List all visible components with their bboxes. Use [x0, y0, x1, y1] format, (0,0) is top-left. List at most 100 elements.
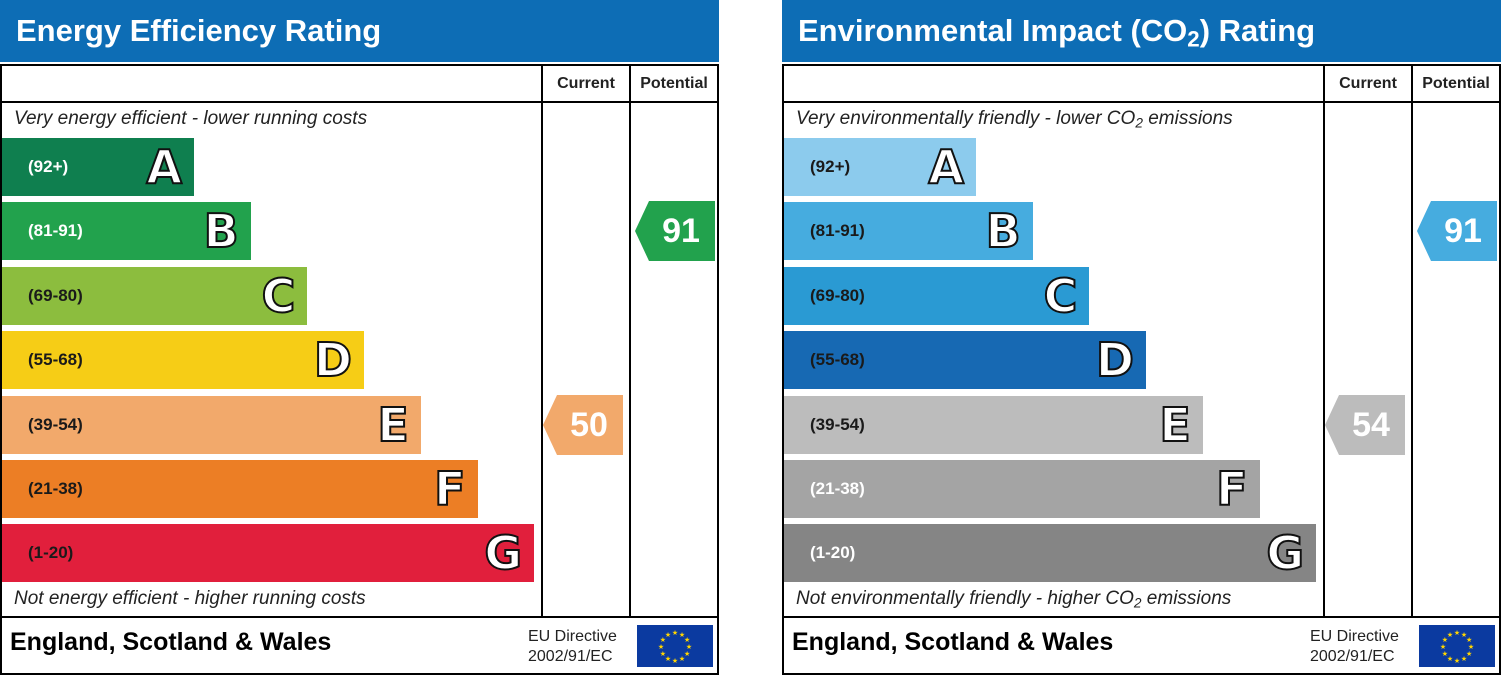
top-caption: Very environmentally friendly - lower CO…	[796, 108, 1233, 131]
region-label: England, Scotland & Wales	[10, 628, 332, 656]
eu-star: ★	[672, 629, 678, 637]
directive-line-1: EU Directive	[528, 628, 617, 645]
eu-star: ★	[684, 636, 690, 644]
band-letter: A	[927, 139, 965, 195]
current-arrow-shape	[543, 394, 623, 455]
eu-star: ★	[1442, 636, 1448, 644]
band-range-label: (55-68)	[28, 350, 83, 370]
band-letter: G	[483, 525, 523, 581]
column-divider	[1411, 64, 1413, 618]
rating-band-c: (69-80) C	[2, 266, 308, 325]
row-divider	[782, 616, 1501, 618]
band-range-label: (69-80)	[810, 285, 865, 305]
eu-star: ★	[660, 650, 666, 658]
environmental-impact-chart: Environmental Impact (CO2) Rating Curren…	[782, 0, 1501, 675]
potential-rating-arrow: 91	[635, 201, 715, 262]
chart-frame	[782, 64, 1501, 675]
bottom-caption: Not environmentally friendly - higher CO…	[796, 588, 1232, 611]
rating-band-a: (92+) A	[784, 138, 976, 196]
current-rating-value: 54	[1352, 405, 1390, 444]
directive-line-2: 2002/91/EC	[528, 648, 613, 665]
band-range-label: (92+)	[810, 157, 851, 176]
current-rating-arrow: 50	[543, 394, 623, 455]
band-letter: E	[1158, 397, 1191, 453]
eu-flag-icon: ★ ★ ★ ★ ★ ★ ★ ★ ★ ★ ★ ★	[637, 625, 713, 667]
potential-arrow-shape	[1417, 201, 1497, 262]
eu-star: ★	[1466, 636, 1472, 644]
eu-star: ★	[665, 631, 671, 639]
band-letter: F	[1215, 461, 1248, 517]
potential-column-header: Potential	[1422, 75, 1490, 92]
current-rating-arrow: 54	[1325, 394, 1405, 455]
band-range-label: (39-54)	[810, 414, 865, 434]
chart-title: Energy Efficiency Rating	[0, 0, 719, 62]
band-letter: B	[203, 203, 240, 259]
current-arrow-shape	[1325, 394, 1405, 455]
column-divider	[629, 64, 631, 618]
eu-star: ★	[1454, 657, 1460, 665]
band-range-label: (69-80)	[28, 285, 83, 305]
current-column-header: Current	[1339, 75, 1397, 92]
column-divider	[541, 64, 543, 618]
band-letter: C	[261, 268, 297, 324]
chart-title: Environmental Impact (CO2) Rating	[782, 0, 1501, 62]
rating-band-g: (1-20) G	[2, 524, 535, 583]
eu-star: ★	[684, 650, 690, 658]
eu-star: ★	[665, 655, 671, 663]
rating-band-c: (69-80) C	[784, 266, 1090, 325]
eu-star: ★	[1461, 655, 1467, 663]
band-range-label: (55-68)	[810, 350, 865, 370]
band-letter: C	[1043, 268, 1079, 324]
band-range-label: (39-54)	[28, 414, 83, 434]
eu-star: ★	[660, 636, 666, 644]
eu-star: ★	[1442, 650, 1448, 658]
rating-band-a: (92+) A	[2, 138, 194, 196]
energy-efficiency-chart: Energy Efficiency Rating Current Potenti…	[0, 0, 719, 675]
band-range-label: (81-91)	[28, 221, 83, 241]
eu-flag-stars: ★ ★★★★★★★★★★★	[1440, 629, 1474, 665]
column-divider	[1323, 64, 1325, 618]
eu-flag-icon: ★ ★ ★ ★ ★ ★ ★ ★ ★ ★ ★ ★	[1419, 625, 1495, 667]
current-rating-value: 50	[570, 405, 608, 444]
potential-arrow-shape	[635, 201, 715, 262]
top-caption: Very energy efficient - lower running co…	[14, 108, 368, 129]
band-range-label: (21-38)	[810, 479, 865, 498]
potential-rating-arrow: 91	[1417, 201, 1497, 262]
potential-column-header: Potential	[640, 75, 708, 92]
eu-star: ★	[1461, 631, 1467, 639]
eu-flag-stars: ★ ★★★★★★★★★★★	[658, 629, 692, 665]
band-range-label: (1-20)	[810, 543, 856, 563]
chart-frame	[0, 64, 719, 675]
rating-band-d: (55-68) D	[784, 331, 1147, 390]
directive-line-1: EU Directive	[1310, 628, 1399, 645]
eu-directive-text: EU Directive 2002/91/EC	[1310, 627, 1399, 667]
rating-band-f: (21-38) F	[784, 460, 1260, 518]
eu-star: ★	[1440, 643, 1446, 651]
band-letter: A	[145, 139, 183, 195]
rating-band-b: (81-91) B	[2, 202, 251, 261]
band-letter: E	[376, 397, 409, 453]
band-letter: B	[985, 203, 1022, 259]
rating-band-d: (55-68) D	[2, 331, 365, 390]
eu-star: ★	[686, 643, 692, 651]
eu-star: ★	[679, 631, 685, 639]
eu-star: ★	[1468, 643, 1474, 651]
band-range-label: (1-20)	[28, 543, 74, 563]
eu-directive-text: EU Directive 2002/91/EC	[528, 627, 617, 667]
potential-rating-value: 91	[662, 212, 700, 251]
row-divider	[0, 101, 719, 103]
band-range-label: (92+)	[28, 157, 69, 176]
rating-band-b: (81-91) B	[784, 202, 1033, 261]
potential-rating-value: 91	[1444, 212, 1482, 251]
row-divider	[0, 616, 719, 618]
eu-star: ★	[1447, 655, 1453, 663]
eu-star: ★	[679, 655, 685, 663]
bottom-caption: Not energy efficient - higher running co…	[14, 588, 366, 609]
eu-star: ★	[1466, 650, 1472, 658]
rating-band-g: (1-20) G	[784, 524, 1317, 583]
row-divider	[782, 101, 1501, 103]
band-range-label: (81-91)	[810, 221, 865, 241]
rating-band-f: (21-38) F	[2, 460, 478, 518]
rating-band-e: (39-54) E	[784, 395, 1203, 454]
eu-star: ★	[658, 643, 664, 651]
